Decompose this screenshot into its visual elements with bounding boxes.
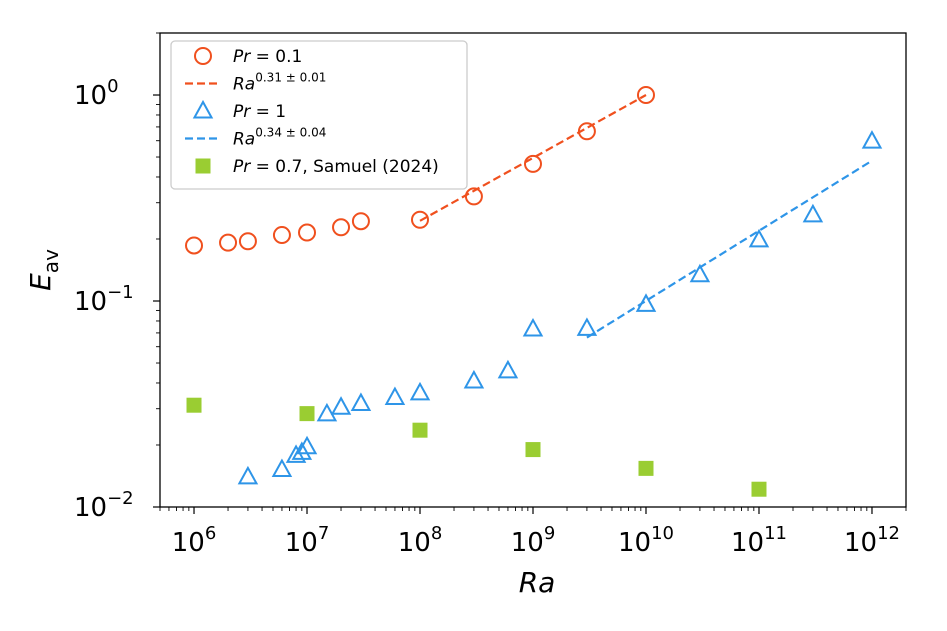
legend-label-math: Ra [233, 130, 255, 150]
series-2-point-7 [330, 396, 352, 415]
x-tick-label-exp: 6 [205, 523, 216, 544]
x-tick-label-6: 1011 [731, 523, 787, 558]
series-3-point-4 [525, 442, 541, 458]
series-1-point-12 [636, 86, 655, 105]
y-axis-label-sub: av [39, 249, 63, 273]
legend-label-exp: 0.34 ± 0.04 [255, 126, 326, 140]
series-2-point-19 [861, 130, 883, 149]
series-2-point-11 [463, 369, 485, 389]
series-2-point-18 [802, 203, 824, 223]
x-tick-label-5: 1010 [618, 523, 674, 558]
legend-label-exp: 0.31 ± 0.01 [255, 71, 326, 85]
y-tick-label-exp: 0 [107, 76, 118, 97]
y-axis-label-base: E [24, 273, 57, 291]
x-tick-label-base: 10 [398, 528, 431, 558]
series-2-point-8 [350, 392, 372, 411]
x-tick-label-exp: 8 [431, 523, 442, 544]
series-2-point-2 [271, 458, 293, 478]
legend-label-4: Ra0.34 ± 0.04 [233, 126, 326, 150]
legend-label-math: Pr [233, 157, 251, 177]
series-2-point-1 [237, 465, 259, 485]
x-axis-label: Ra [519, 566, 556, 599]
x-tick-label-exp: 11 [764, 523, 787, 544]
series-2-point-15 [635, 293, 657, 312]
series-3-point-5 [638, 460, 654, 476]
x-tick-label-exp: 9 [544, 523, 555, 544]
series-2-point-16 [689, 263, 711, 283]
series-2-point-9 [384, 386, 406, 405]
legend-label-3: Pr = 1 [233, 102, 286, 122]
x-tick-label-base: 10 [844, 528, 877, 558]
legend-label-math: Ra [233, 75, 255, 95]
x-tick-label-7: 1012 [844, 523, 900, 558]
series-1-point-1 [185, 236, 204, 255]
y-axis-label: Eav [24, 249, 63, 291]
series-2-point-4 [291, 441, 313, 460]
x-tick-label-1: 106 [172, 523, 217, 558]
series-1-point-7 [351, 212, 370, 231]
y-tick-label-2: 10−1 [74, 282, 134, 317]
y-tick-label-exp: −2 [107, 488, 134, 509]
x-tick-label-4: 109 [511, 523, 556, 558]
series-1-point-8 [411, 210, 430, 229]
x-tick-label-exp: 7 [318, 523, 329, 544]
x-tick-label-3: 108 [398, 523, 443, 558]
legend-marker-5 [195, 158, 211, 174]
x-tick-label-base: 10 [285, 528, 318, 558]
series-1-point-9 [464, 187, 483, 206]
legend-label-math: Pr [233, 102, 251, 122]
legend-label-rest: = 0.1 [250, 47, 302, 67]
x-tick-label-exp: 12 [877, 523, 900, 544]
series-1-point-5 [298, 223, 317, 242]
y-tick-label-base: 10 [74, 287, 107, 317]
legend-marker-3 [192, 99, 214, 119]
legend-label-math: Pr [233, 47, 251, 67]
x-tick-label-base: 10 [731, 528, 764, 558]
fit-line-1 [419, 94, 647, 222]
series-2-point-5 [296, 435, 318, 455]
legend-label-rest: = 1 [250, 102, 286, 122]
legend-label-rest: = 0.7, Samuel (2024) [250, 157, 439, 177]
series-2-point-17 [748, 228, 770, 248]
x-tick-label-base: 10 [618, 528, 651, 558]
series-2-point-14 [576, 317, 598, 336]
series-2-point-13 [522, 317, 544, 337]
x-tick-label-exp: 10 [651, 523, 674, 544]
legend-label-2: Ra0.31 ± 0.01 [233, 71, 326, 95]
series-2-point-10 [409, 381, 431, 401]
series-1-point-2 [219, 233, 238, 252]
series-2-point-12 [497, 359, 519, 379]
plot-area [185, 86, 883, 497]
series-1-point-4 [272, 226, 291, 245]
series-1-point-3 [238, 232, 257, 251]
y-tick-label-base: 10 [74, 493, 107, 523]
y-tick-label-exp: −1 [107, 282, 134, 303]
series-3-point-6 [751, 481, 767, 497]
legend-marker-1 [194, 47, 212, 65]
y-tick-label-1: 10−2 [74, 488, 134, 523]
series-1-point-11 [577, 122, 596, 141]
x-tick-label-2: 107 [285, 523, 330, 558]
y-tick-label-base: 10 [74, 81, 107, 111]
x-tick-label-base: 10 [172, 528, 205, 558]
series-3-point-2 [299, 406, 315, 422]
legend-label-1: Pr = 0.1 [233, 47, 302, 67]
fit-line-2 [586, 159, 873, 339]
y-tick-label-3: 100 [74, 76, 119, 111]
x-tick-label-base: 10 [511, 528, 544, 558]
series-2-point-6 [316, 402, 338, 422]
legend-box [170, 40, 468, 190]
series-1-point-10 [524, 154, 542, 173]
series-1-point-6 [332, 218, 351, 237]
legend-label-5: Pr = 0.7, Samuel (2024) [233, 157, 439, 177]
series-3-point-3 [412, 422, 428, 438]
series-3-point-1 [186, 397, 202, 413]
